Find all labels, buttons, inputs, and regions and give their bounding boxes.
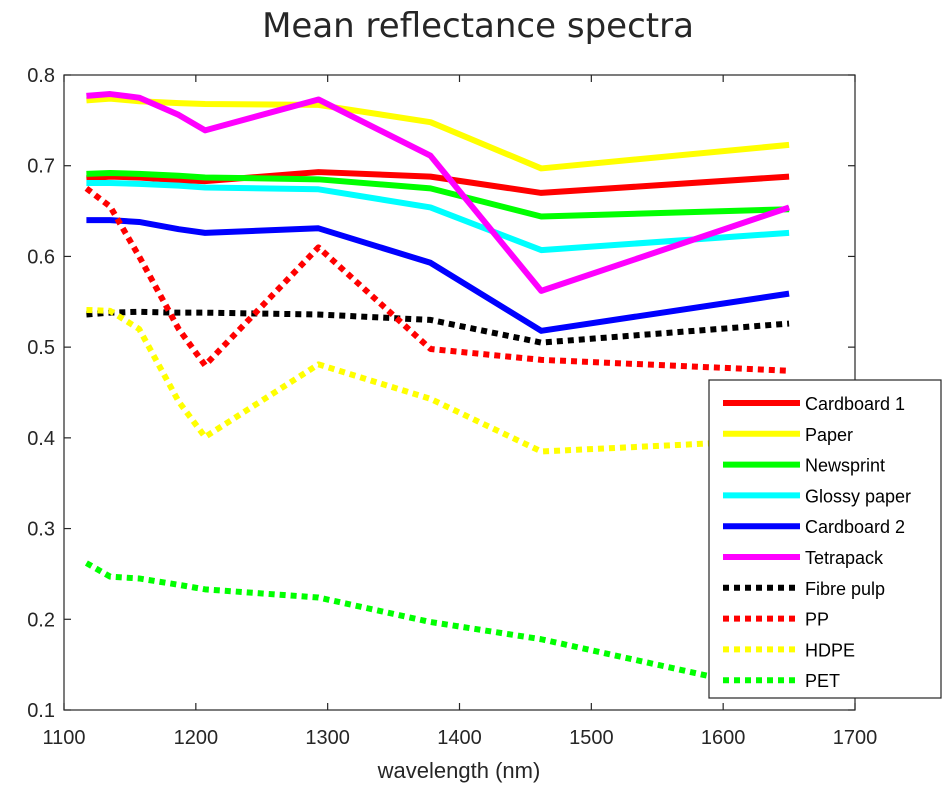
legend-label-pet: PET — [805, 671, 840, 691]
x-tick-label: 1700 — [833, 727, 878, 749]
x-axis-label: wavelength (nm) — [377, 758, 541, 783]
y-tick-label: 0.3 — [27, 519, 55, 541]
series-layer — [84, 91, 791, 697]
series-line-fibre-pulp — [86, 308, 790, 346]
series-line-pet — [84, 560, 790, 697]
series-line-tetrapack — [86, 91, 791, 294]
series-line-hdpe — [86, 306, 790, 455]
x-tick-label: 1400 — [437, 727, 482, 749]
legend-label-newsprint: Newsprint — [805, 456, 885, 476]
y-ticks-layer: 0.1 0.2 0.3 0.4 0.5 0.6 0.7 0.8 — [27, 65, 855, 722]
x-tick-label: 1200 — [174, 727, 219, 749]
legend-label-tetrapack: Tetrapack — [805, 548, 884, 568]
series-line-newsprint — [86, 169, 790, 220]
y-tick-label: 0.8 — [27, 65, 55, 87]
y-tick-label: 0.6 — [27, 246, 55, 268]
y-tick-label: 0.2 — [27, 609, 55, 631]
series-line-cardboard-1 — [86, 169, 790, 196]
legend-label-pp: PP — [805, 610, 829, 630]
series-line-glossy-paper — [86, 179, 790, 254]
chart-title: Mean reflectance spectra — [262, 6, 694, 46]
x-tick-label: 1100 — [42, 727, 85, 749]
x-tick-label: 1600 — [701, 727, 746, 749]
legend-items: Cardboard 1 Paper Newsprint Glossy paper Car… — [723, 394, 911, 691]
series-line-paper — [86, 95, 790, 172]
x-ticks-layer: 1100 1200 1300 1400 1500 1600 1700 — [42, 75, 877, 749]
legend-label-fibre-pulp: Fibre pulp — [805, 579, 885, 599]
y-tick-label: 0.7 — [27, 156, 55, 178]
y-tick-label: 0.5 — [27, 337, 55, 359]
x-tick-label: 1500 — [569, 727, 614, 749]
legend-label-glossy-paper: Glossy paper — [805, 486, 911, 506]
legend-label-cardboard-1: Cardboard 1 — [805, 394, 905, 414]
y-tick-label: 0.1 — [27, 700, 55, 722]
legend-label-paper: Paper — [805, 425, 853, 445]
legend-label-cardboard-2: Cardboard 2 — [805, 517, 905, 537]
series-line-pp — [84, 186, 790, 374]
legend-label-hdpe: HDPE — [805, 640, 855, 660]
legend: Cardboard 1 Paper Newsprint Glossy paper Car… — [708, 379, 942, 699]
y-tick-label: 0.4 — [27, 428, 55, 450]
x-tick-label: 1300 — [305, 727, 350, 749]
